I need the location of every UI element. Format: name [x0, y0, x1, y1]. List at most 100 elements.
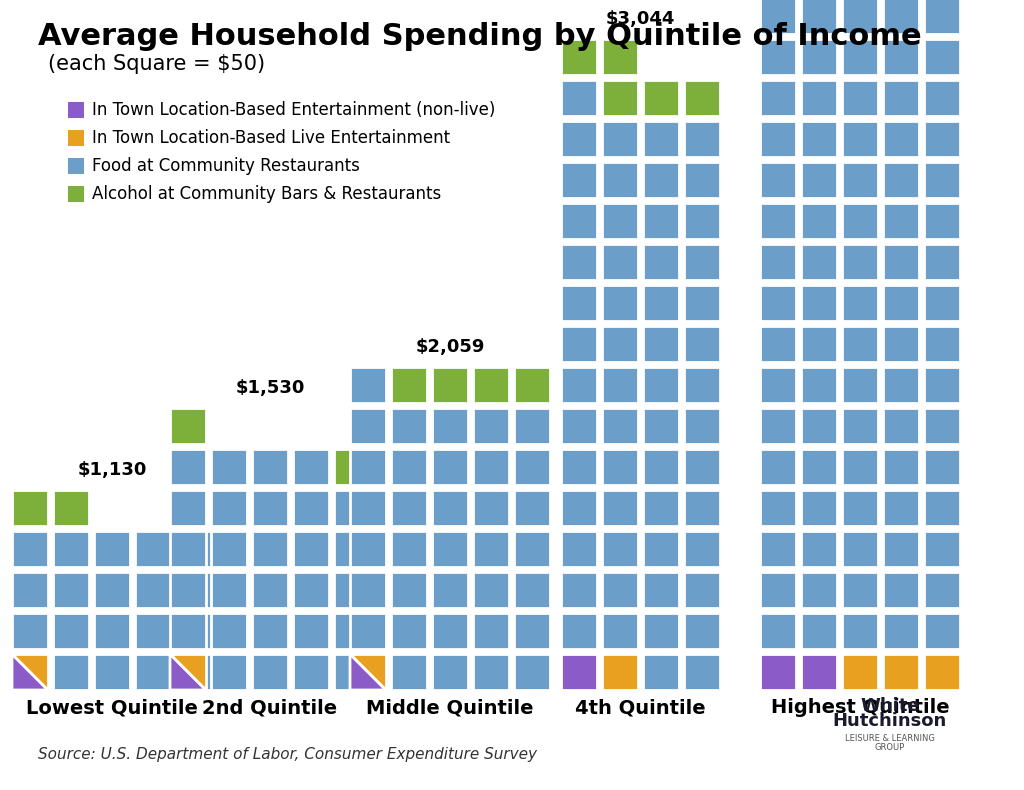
Polygon shape — [170, 654, 206, 690]
FancyBboxPatch shape — [601, 285, 638, 321]
FancyBboxPatch shape — [334, 449, 370, 485]
Polygon shape — [12, 654, 48, 690]
FancyBboxPatch shape — [53, 531, 89, 567]
FancyBboxPatch shape — [683, 490, 720, 526]
FancyBboxPatch shape — [683, 203, 720, 239]
FancyBboxPatch shape — [924, 326, 961, 362]
Text: $2,059: $2,059 — [416, 338, 484, 356]
FancyBboxPatch shape — [924, 654, 961, 690]
FancyBboxPatch shape — [760, 367, 796, 403]
FancyBboxPatch shape — [801, 449, 837, 485]
FancyBboxPatch shape — [211, 572, 247, 608]
FancyBboxPatch shape — [12, 572, 48, 608]
FancyBboxPatch shape — [642, 531, 679, 567]
FancyBboxPatch shape — [514, 490, 550, 526]
FancyBboxPatch shape — [842, 572, 878, 608]
FancyBboxPatch shape — [842, 244, 878, 280]
FancyBboxPatch shape — [391, 449, 427, 485]
FancyBboxPatch shape — [293, 531, 329, 567]
FancyBboxPatch shape — [601, 449, 638, 485]
FancyBboxPatch shape — [760, 531, 796, 567]
FancyBboxPatch shape — [883, 80, 919, 116]
FancyBboxPatch shape — [924, 285, 961, 321]
FancyBboxPatch shape — [642, 367, 679, 403]
FancyBboxPatch shape — [801, 121, 837, 157]
FancyBboxPatch shape — [94, 654, 130, 690]
FancyBboxPatch shape — [883, 449, 919, 485]
FancyBboxPatch shape — [12, 490, 48, 526]
FancyBboxPatch shape — [350, 408, 386, 444]
FancyBboxPatch shape — [350, 531, 386, 567]
FancyBboxPatch shape — [801, 531, 837, 567]
FancyBboxPatch shape — [53, 490, 89, 526]
FancyBboxPatch shape — [601, 121, 638, 157]
FancyBboxPatch shape — [801, 0, 837, 34]
FancyBboxPatch shape — [514, 531, 550, 567]
FancyBboxPatch shape — [334, 654, 370, 690]
FancyBboxPatch shape — [473, 613, 509, 649]
FancyBboxPatch shape — [760, 490, 796, 526]
FancyBboxPatch shape — [924, 203, 961, 239]
FancyBboxPatch shape — [601, 326, 638, 362]
FancyBboxPatch shape — [601, 654, 638, 690]
FancyBboxPatch shape — [170, 408, 206, 444]
Text: White: White — [860, 697, 920, 715]
FancyBboxPatch shape — [135, 613, 171, 649]
FancyBboxPatch shape — [560, 162, 597, 198]
FancyBboxPatch shape — [514, 408, 550, 444]
FancyBboxPatch shape — [473, 572, 509, 608]
FancyBboxPatch shape — [642, 244, 679, 280]
FancyBboxPatch shape — [924, 367, 961, 403]
FancyBboxPatch shape — [601, 39, 638, 75]
Text: In Town Location-Based Live Entertainment: In Town Location-Based Live Entertainmen… — [92, 129, 451, 147]
FancyBboxPatch shape — [760, 80, 796, 116]
FancyBboxPatch shape — [642, 654, 679, 690]
FancyBboxPatch shape — [170, 572, 206, 608]
FancyBboxPatch shape — [924, 449, 961, 485]
FancyBboxPatch shape — [350, 613, 386, 649]
FancyBboxPatch shape — [293, 449, 329, 485]
FancyBboxPatch shape — [211, 531, 247, 567]
FancyBboxPatch shape — [53, 613, 89, 649]
Polygon shape — [170, 654, 206, 690]
FancyBboxPatch shape — [883, 613, 919, 649]
FancyBboxPatch shape — [560, 203, 597, 239]
FancyBboxPatch shape — [883, 162, 919, 198]
FancyBboxPatch shape — [760, 408, 796, 444]
FancyBboxPatch shape — [760, 572, 796, 608]
FancyBboxPatch shape — [842, 80, 878, 116]
FancyBboxPatch shape — [760, 285, 796, 321]
FancyBboxPatch shape — [760, 613, 796, 649]
FancyBboxPatch shape — [560, 490, 597, 526]
FancyBboxPatch shape — [514, 613, 550, 649]
FancyBboxPatch shape — [924, 572, 961, 608]
FancyBboxPatch shape — [842, 613, 878, 649]
FancyBboxPatch shape — [135, 531, 171, 567]
FancyBboxPatch shape — [760, 0, 796, 34]
FancyBboxPatch shape — [683, 244, 720, 280]
FancyBboxPatch shape — [252, 654, 288, 690]
FancyBboxPatch shape — [170, 490, 206, 526]
FancyBboxPatch shape — [924, 490, 961, 526]
FancyBboxPatch shape — [473, 531, 509, 567]
FancyBboxPatch shape — [642, 613, 679, 649]
FancyBboxPatch shape — [883, 490, 919, 526]
FancyBboxPatch shape — [334, 572, 370, 608]
FancyBboxPatch shape — [883, 285, 919, 321]
FancyBboxPatch shape — [514, 449, 550, 485]
FancyBboxPatch shape — [801, 572, 837, 608]
FancyBboxPatch shape — [642, 80, 679, 116]
FancyBboxPatch shape — [842, 654, 878, 690]
FancyBboxPatch shape — [391, 654, 427, 690]
FancyBboxPatch shape — [12, 613, 48, 649]
FancyBboxPatch shape — [514, 367, 550, 403]
Polygon shape — [350, 654, 386, 690]
FancyBboxPatch shape — [642, 449, 679, 485]
FancyBboxPatch shape — [432, 654, 468, 690]
FancyBboxPatch shape — [211, 490, 247, 526]
FancyBboxPatch shape — [842, 39, 878, 75]
FancyBboxPatch shape — [924, 121, 961, 157]
FancyBboxPatch shape — [801, 408, 837, 444]
FancyBboxPatch shape — [760, 244, 796, 280]
FancyBboxPatch shape — [683, 162, 720, 198]
